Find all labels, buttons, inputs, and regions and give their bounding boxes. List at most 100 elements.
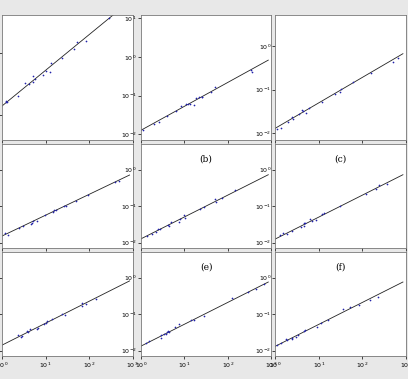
Point xyxy=(173,108,180,114)
Point xyxy=(171,324,178,330)
Point xyxy=(140,127,146,133)
Point xyxy=(308,218,315,224)
Text: (f): (f) xyxy=(335,263,346,272)
Point xyxy=(356,302,362,308)
Point xyxy=(185,101,191,107)
Point xyxy=(24,328,31,334)
Point xyxy=(165,222,171,228)
Point xyxy=(290,116,297,122)
Point xyxy=(300,108,307,114)
Point xyxy=(261,281,268,287)
Point xyxy=(182,215,188,221)
Point xyxy=(176,219,182,225)
Point xyxy=(85,192,91,198)
Point xyxy=(368,70,375,76)
Point xyxy=(325,317,331,323)
Point xyxy=(373,186,379,192)
Point xyxy=(164,329,171,335)
Point xyxy=(182,101,189,107)
Point xyxy=(40,72,47,78)
Point xyxy=(277,232,283,238)
Point xyxy=(337,89,344,95)
Point xyxy=(232,187,239,193)
Point xyxy=(146,338,152,345)
Point xyxy=(29,79,36,85)
Point xyxy=(163,113,170,119)
Point xyxy=(71,46,77,52)
Point xyxy=(319,99,325,105)
Point xyxy=(79,299,85,305)
Point xyxy=(151,121,157,127)
Point xyxy=(105,14,112,20)
Point xyxy=(208,89,214,95)
Point xyxy=(302,327,308,333)
Point xyxy=(296,111,303,117)
Point xyxy=(27,326,33,332)
Text: (c): (c) xyxy=(335,155,347,164)
Point xyxy=(395,55,402,61)
Point xyxy=(300,220,307,226)
Point xyxy=(288,335,295,341)
Point xyxy=(143,233,150,240)
Point xyxy=(319,211,325,218)
Point xyxy=(148,231,155,237)
Point xyxy=(376,182,382,188)
Point xyxy=(274,342,280,348)
Point xyxy=(295,332,302,338)
Point xyxy=(314,324,320,330)
Point xyxy=(277,125,284,132)
Point xyxy=(115,179,122,185)
Point xyxy=(201,313,208,319)
Point xyxy=(249,69,255,75)
Point xyxy=(156,119,163,125)
Point xyxy=(278,340,284,346)
Point xyxy=(198,94,205,100)
Point xyxy=(177,216,183,222)
Point xyxy=(366,297,373,303)
Point xyxy=(186,100,193,106)
Point xyxy=(303,110,309,116)
Point xyxy=(301,328,307,334)
Point xyxy=(19,332,26,338)
Point xyxy=(157,335,164,341)
Point xyxy=(305,105,312,111)
Point xyxy=(193,95,200,101)
Point xyxy=(301,223,307,229)
Point xyxy=(153,229,159,235)
Point xyxy=(30,218,36,224)
Point xyxy=(43,68,49,74)
Text: (b): (b) xyxy=(200,155,213,164)
Point xyxy=(384,181,390,187)
Point xyxy=(61,203,68,209)
Point xyxy=(288,335,295,341)
Point xyxy=(92,296,99,302)
Point xyxy=(74,39,81,45)
Point xyxy=(33,218,40,224)
Point xyxy=(199,94,205,100)
Point xyxy=(18,334,24,340)
Point xyxy=(143,340,150,346)
Point xyxy=(253,286,259,292)
Point xyxy=(165,329,172,335)
Point xyxy=(350,79,356,85)
Point xyxy=(160,331,167,337)
Point xyxy=(375,293,381,299)
Point xyxy=(158,332,164,338)
Point xyxy=(43,320,49,326)
Point xyxy=(34,325,41,331)
Point xyxy=(282,337,289,343)
Point xyxy=(338,86,344,92)
Point xyxy=(43,318,50,324)
Point xyxy=(162,331,169,337)
Point xyxy=(321,210,328,216)
Point xyxy=(16,225,22,231)
Point xyxy=(58,55,65,61)
Point xyxy=(82,38,89,44)
Point xyxy=(33,326,40,332)
Point xyxy=(4,232,11,238)
Point xyxy=(63,202,69,208)
Point xyxy=(41,321,48,327)
Point xyxy=(20,223,27,229)
Point xyxy=(299,107,306,113)
Point xyxy=(195,94,202,100)
